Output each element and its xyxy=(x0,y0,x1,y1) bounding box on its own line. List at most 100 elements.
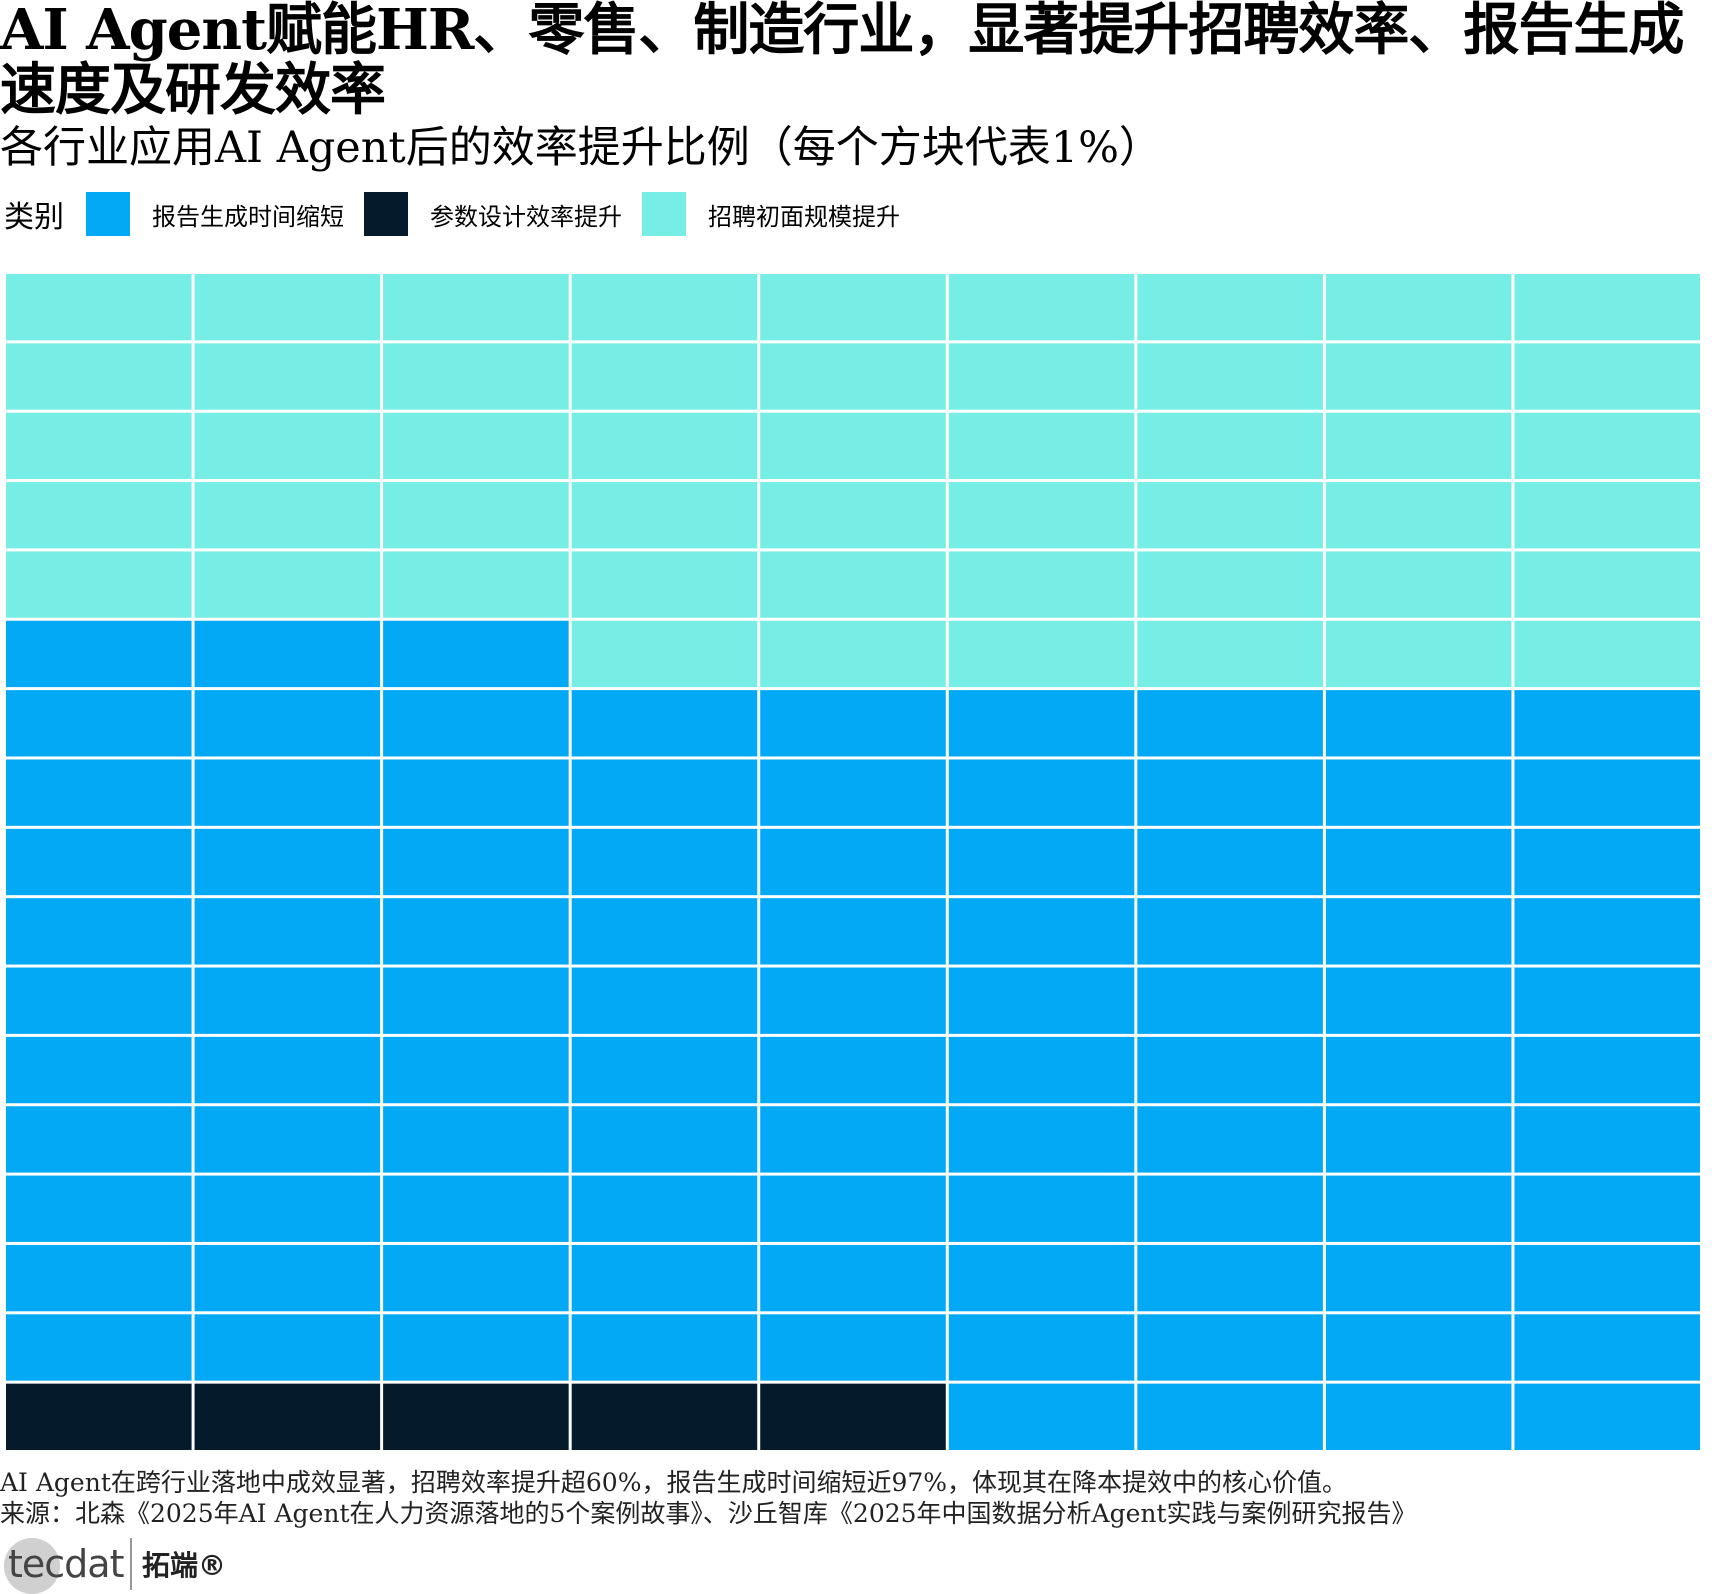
waffle-cell xyxy=(1137,620,1323,688)
waffle-cell xyxy=(194,1036,381,1104)
waffle-cell xyxy=(1137,412,1323,480)
legend-swatch-report xyxy=(86,192,130,236)
waffle-cell xyxy=(1514,828,1700,896)
waffle-cell xyxy=(383,1383,569,1450)
waffle-cell xyxy=(1137,1383,1323,1450)
waffle-cell xyxy=(6,898,192,965)
waffle-cell xyxy=(1514,1314,1700,1381)
waffle-cell xyxy=(1325,690,1512,757)
waffle-cell xyxy=(760,1036,946,1104)
legend-swatch-recruit xyxy=(642,192,686,236)
waffle-cell xyxy=(571,967,758,1034)
waffle-cell xyxy=(571,551,758,618)
waffle-cell xyxy=(1514,967,1700,1034)
waffle-cell xyxy=(1514,1106,1700,1173)
waffle-cell xyxy=(194,759,381,826)
waffle-cell xyxy=(1137,828,1323,896)
waffle-cell xyxy=(571,828,758,896)
waffle-cell xyxy=(1514,898,1700,965)
waffle-cell xyxy=(194,690,381,757)
waffle-cell xyxy=(571,343,758,410)
waffle-cell xyxy=(948,343,1135,410)
waffle-cell xyxy=(948,967,1135,1034)
waffle-cell xyxy=(571,412,758,480)
waffle-cell xyxy=(760,1383,946,1450)
waffle-cell xyxy=(1514,343,1700,410)
waffle-cell xyxy=(6,759,192,826)
waffle-cell xyxy=(1325,620,1512,688)
waffle-cell xyxy=(383,1314,569,1381)
waffle-cell xyxy=(1514,759,1700,826)
waffle-cell xyxy=(948,551,1135,618)
logo: tecdat 拓端® xyxy=(4,1536,227,1594)
waffle-cell xyxy=(383,828,569,896)
waffle-cell xyxy=(571,1106,758,1173)
waffle-cell xyxy=(194,1244,381,1312)
waffle-cell xyxy=(1514,551,1700,618)
waffle-cell xyxy=(1325,551,1512,618)
waffle-cell xyxy=(571,1036,758,1104)
legend: 类别 报告生成时间缩短 参数设计效率提升 招聘初面规模提升 xyxy=(4,192,920,236)
waffle-cell xyxy=(571,482,758,549)
waffle-chart xyxy=(6,274,1700,1450)
waffle-cell xyxy=(948,1175,1135,1242)
waffle-cell xyxy=(6,690,192,757)
waffle-cell xyxy=(1325,1314,1512,1381)
waffle-cell xyxy=(1514,1175,1700,1242)
waffle-cell xyxy=(760,482,946,549)
waffle-cell xyxy=(1137,898,1323,965)
waffle-cell xyxy=(1514,690,1700,757)
waffle-cell xyxy=(571,1383,758,1450)
waffle-cell xyxy=(194,1175,381,1242)
waffle-cell xyxy=(571,1244,758,1312)
waffle-cell xyxy=(1514,274,1700,341)
waffle-cell xyxy=(1325,412,1512,480)
waffle-cell xyxy=(1514,412,1700,480)
waffle-cell xyxy=(948,412,1135,480)
waffle-cell xyxy=(760,1314,946,1381)
waffle-cell xyxy=(760,1106,946,1173)
waffle-cell xyxy=(194,412,381,480)
waffle-cell xyxy=(194,967,381,1034)
waffle-cell xyxy=(6,343,192,410)
waffle-cell xyxy=(948,1244,1135,1312)
waffle-cell xyxy=(1325,343,1512,410)
waffle-cell xyxy=(948,759,1135,826)
waffle-cell xyxy=(948,274,1135,341)
waffle-cell xyxy=(6,1383,192,1450)
waffle-cell xyxy=(383,274,569,341)
legend-title: 类别 xyxy=(4,200,64,235)
waffle-cell xyxy=(948,482,1135,549)
waffle-cell xyxy=(1137,1175,1323,1242)
waffle-cell xyxy=(1137,482,1323,549)
waffle-cell xyxy=(760,759,946,826)
waffle-cell xyxy=(760,274,946,341)
waffle-cell xyxy=(760,412,946,480)
waffle-cell xyxy=(383,1175,569,1242)
waffle-cell xyxy=(1514,1383,1700,1450)
waffle-cell xyxy=(194,620,381,688)
waffle-cell xyxy=(6,1036,192,1104)
waffle-cell xyxy=(948,1314,1135,1381)
waffle-cell xyxy=(1325,1244,1512,1312)
waffle-cell xyxy=(1137,1036,1323,1104)
waffle-cell xyxy=(760,1244,946,1312)
waffle-cell xyxy=(948,1383,1135,1450)
waffle-cell xyxy=(194,343,381,410)
waffle-cell xyxy=(1137,274,1323,341)
waffle-cell xyxy=(1514,1244,1700,1312)
legend-swatch-param xyxy=(364,192,408,236)
waffle-cell xyxy=(194,1383,381,1450)
waffle-cell xyxy=(383,551,569,618)
waffle-cell xyxy=(383,967,569,1034)
waffle-cell xyxy=(6,551,192,618)
waffle-cell xyxy=(194,1106,381,1173)
waffle-cell xyxy=(1325,828,1512,896)
waffle-cell xyxy=(383,759,569,826)
logo-divider xyxy=(130,1538,132,1590)
waffle-cell xyxy=(6,1244,192,1312)
logo-cn: 拓端® xyxy=(142,1549,227,1582)
waffle-cell xyxy=(1325,274,1512,341)
waffle-cell xyxy=(760,343,946,410)
waffle-cell xyxy=(1325,759,1512,826)
